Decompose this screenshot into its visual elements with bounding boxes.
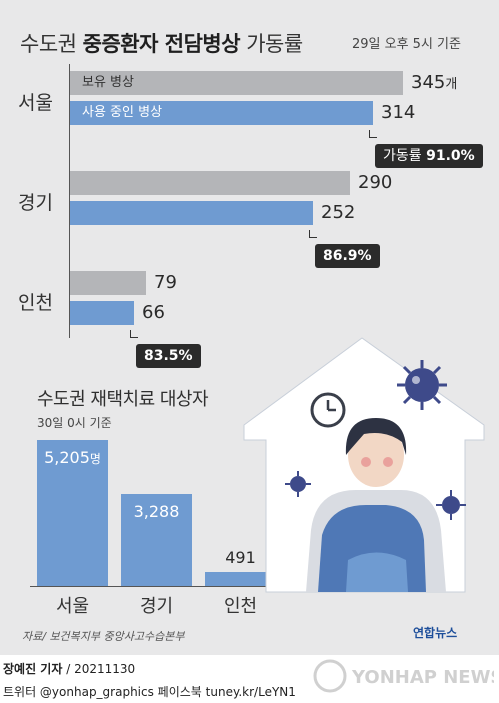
- used-beds-bar: [70, 201, 313, 225]
- home-care-value: 491: [225, 548, 256, 567]
- held-beds-bar: [70, 71, 403, 95]
- rate-pointer: [130, 330, 138, 338]
- bar-value: 314: [381, 102, 416, 123]
- chart-title: 수도권 중증환자 전담병상 가동률: [20, 28, 303, 58]
- reporter: 장예진 기자: [3, 662, 63, 676]
- bar-value: 290: [358, 172, 393, 193]
- home-care-value: 5,205명: [44, 448, 101, 467]
- title-suffix: 가동률: [246, 32, 303, 56]
- region-label: 서울: [18, 92, 53, 114]
- home-care-title: 수도권 재택치료 대상자: [37, 389, 209, 410]
- rate-prefix: 가동률: [383, 148, 427, 164]
- credit-line: 장예진 기자 / 20211130: [3, 660, 135, 677]
- rate-value: 91.0%: [426, 148, 475, 164]
- watermark: YONHAP NEWS: [313, 659, 494, 693]
- unit-label: 명: [89, 452, 101, 466]
- source-note: 자료/ 보건복지부 중앙사고수습본부: [22, 630, 185, 643]
- home-care-bar: [205, 572, 276, 586]
- home-care-bar: [121, 494, 192, 586]
- bar-value: 252: [321, 202, 356, 223]
- title-prefix: 수도권: [20, 32, 77, 56]
- category-label: 경기: [139, 596, 174, 617]
- region-label: 인천: [18, 292, 53, 314]
- bar-value: 66: [142, 302, 165, 323]
- used-beds-bar: [70, 301, 134, 325]
- used-beds-bar: [70, 101, 373, 125]
- category-label: 인천: [223, 596, 258, 617]
- social-links: 트위터 @yonhap_graphics 페이스북 tuney.kr/LeYN1: [3, 685, 296, 699]
- watermark-text: YONHAP NEWS: [351, 667, 494, 688]
- unit-label: 개: [445, 77, 458, 92]
- occupancy-rate-badge: 86.9%: [315, 244, 380, 268]
- home-illustration: [243, 337, 485, 593]
- series-label: 보유 병상: [82, 75, 134, 90]
- home-care-bar: [37, 440, 108, 586]
- brand-logo: 연합뉴스: [413, 626, 458, 640]
- held-beds-bar: [70, 171, 350, 195]
- virus-icon-medium: [436, 490, 466, 520]
- hbar-axis: [69, 64, 70, 338]
- rate-value: 83.5%: [144, 348, 193, 364]
- bar-value: 79: [154, 272, 177, 293]
- title-bold: 중증환자 전담병상: [82, 32, 241, 56]
- virus-icon-large: [397, 360, 447, 410]
- home-care-value: 3,288: [133, 502, 180, 521]
- occupancy-rate-badge: 83.5%: [136, 344, 201, 368]
- virus-icon-small: [285, 471, 311, 497]
- region-label: 경기: [18, 192, 53, 214]
- held-beds-bar: [70, 271, 146, 295]
- rate-pointer: [369, 130, 377, 138]
- series-label: 사용 중인 병상: [82, 105, 163, 120]
- credit-separator: /: [66, 662, 75, 676]
- category-label: 서울: [55, 596, 90, 617]
- credit-date: 20211130: [74, 662, 136, 676]
- title-note: 29일 오후 5시 기준: [352, 37, 461, 52]
- home-care-subtitle: 30일 0시 기준: [37, 416, 112, 430]
- rate-pointer: [309, 230, 317, 238]
- bar-value: 345개: [411, 72, 458, 93]
- occupancy-rate-badge: 가동률 91.0%: [375, 144, 483, 168]
- vbar-baseline: [30, 586, 282, 587]
- rate-value: 86.9%: [323, 248, 372, 264]
